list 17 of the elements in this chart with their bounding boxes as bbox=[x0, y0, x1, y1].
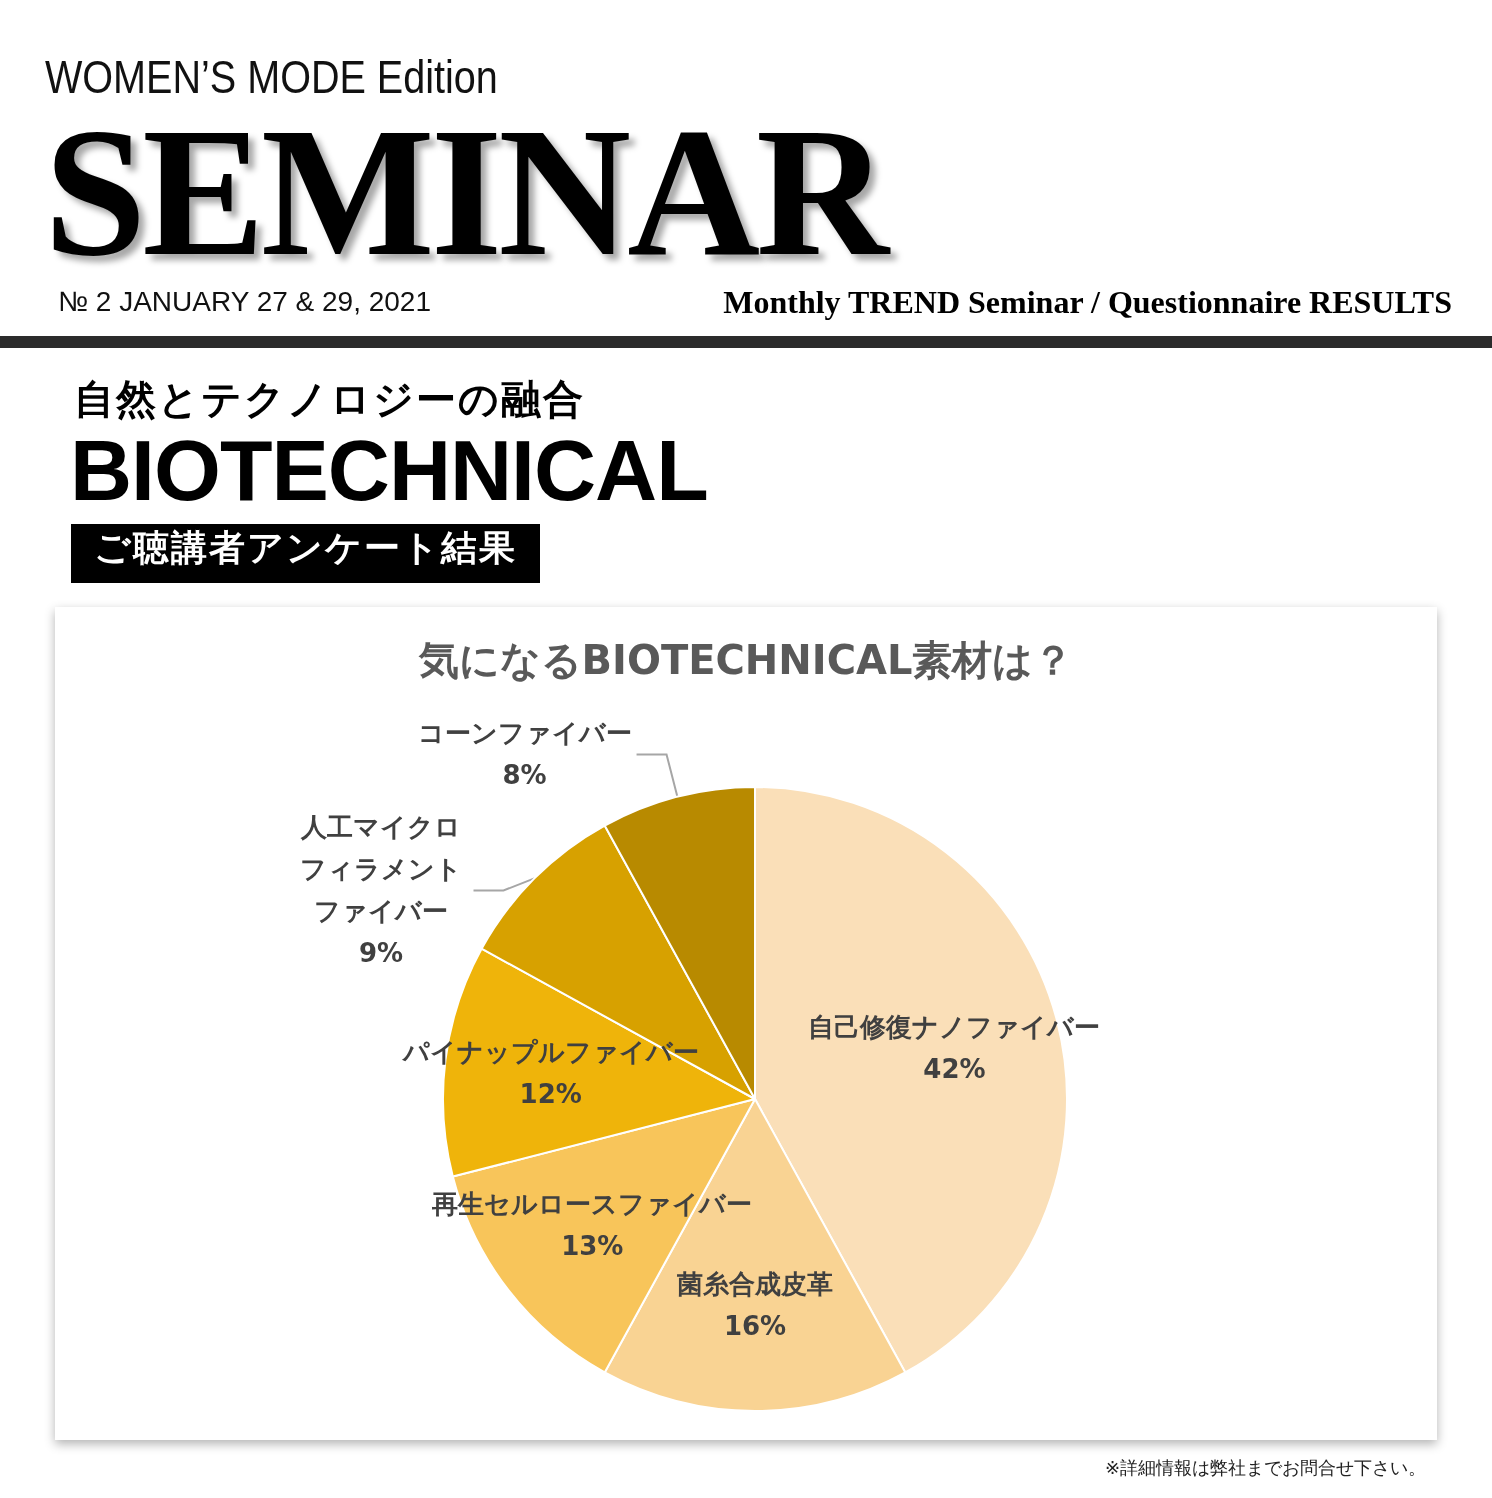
chart-title: 気になるBIOTECHNICAL素材は？ bbox=[417, 637, 1074, 683]
text: ご聴講者アンケート結果 bbox=[94, 527, 517, 568]
text: Monthly TREND Seminar / Questionnaire RESULTS bbox=[723, 284, 1452, 320]
data-label: 12% bbox=[519, 1079, 582, 1110]
text: ※詳細情報は弊社までお問合せ下さい。 bbox=[1104, 1458, 1426, 1478]
data-label: 9% bbox=[358, 938, 404, 969]
text: № 2 JANUARY 27 & 29, 2021 bbox=[58, 286, 431, 317]
slice-label: 菌糸合成皮革 bbox=[676, 1268, 833, 1299]
text: BIOTECHNICAL bbox=[70, 422, 708, 518]
text: 自然とテクノロジーの融合 bbox=[74, 377, 585, 421]
data-label: 8% bbox=[502, 760, 547, 791]
data-label: 16% bbox=[723, 1310, 787, 1341]
data-label: 42% bbox=[923, 1053, 986, 1084]
data-label: 13% bbox=[561, 1231, 624, 1262]
slice-label: 自己修復ナノファイバー bbox=[808, 1011, 1101, 1042]
slice-label: 人工マイクロフィラメントファイバー bbox=[300, 812, 462, 927]
slice-label: コーンファイバー bbox=[417, 718, 632, 749]
